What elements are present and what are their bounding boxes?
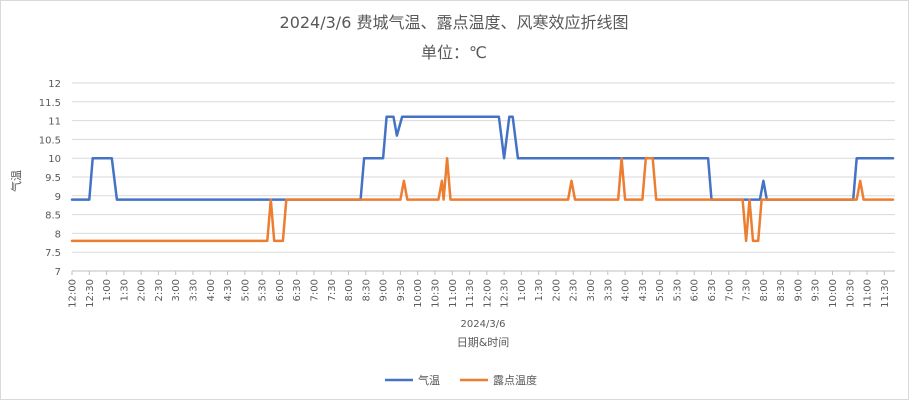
y-tick-label: 11 bbox=[48, 117, 61, 128]
y-tick-label: 10.5 bbox=[39, 135, 61, 146]
x-tick-label: 9:30 bbox=[811, 279, 822, 301]
x-tick-label: 12:30 bbox=[85, 279, 96, 308]
x-tick-label: 2:30 bbox=[154, 279, 165, 301]
series-lines bbox=[70, 115, 895, 243]
y-tick-label: 8.5 bbox=[45, 211, 61, 222]
x-tick-label: 5:30 bbox=[258, 279, 269, 301]
x-tick-label: 7:30 bbox=[742, 279, 753, 301]
x-tick-label: 1:00 bbox=[102, 279, 113, 301]
y-axis-label: 气温 bbox=[9, 170, 23, 192]
y-tick-label: 9 bbox=[55, 192, 61, 203]
x-tick-label: 10:00 bbox=[413, 279, 424, 308]
x-tick-label: 8:30 bbox=[361, 279, 372, 301]
x-tick-label: 7:00 bbox=[724, 279, 735, 301]
x-tick-label: 12:00 bbox=[68, 279, 79, 308]
x-tick-label: 4:00 bbox=[621, 279, 632, 301]
y-tick-label: 12 bbox=[48, 79, 61, 90]
x-tick-label: 6:30 bbox=[292, 279, 303, 301]
x-tick-label: 1:30 bbox=[534, 279, 545, 301]
x-tick-label: 4:30 bbox=[638, 279, 649, 301]
x-tick-label: 4:00 bbox=[206, 279, 217, 301]
x-tick-label: 11:30 bbox=[465, 279, 476, 308]
x-tick-label: 5:00 bbox=[655, 279, 666, 301]
y-tick-label: 7.5 bbox=[45, 248, 61, 259]
x-tick-label: 3:30 bbox=[603, 279, 614, 301]
x-tick-label: 9:00 bbox=[793, 279, 804, 301]
series-line-dew-point bbox=[70, 156, 895, 243]
x-tick-label: 4:30 bbox=[223, 279, 234, 301]
x-tick-label: 7:00 bbox=[309, 279, 320, 301]
y-tick-label: 11.5 bbox=[39, 98, 61, 109]
x-tick-label: 6:00 bbox=[690, 279, 701, 301]
x-tick-label: 11:30 bbox=[880, 279, 891, 308]
x-tick-label: 7:30 bbox=[327, 279, 338, 301]
x-tick-label: 11:00 bbox=[448, 279, 459, 308]
y-tick-label: 10 bbox=[48, 154, 61, 165]
y-tick-label: 9.5 bbox=[45, 173, 61, 184]
series-line-air-temp bbox=[70, 115, 895, 201]
y-axis-ticks: 7 7.5 8 8.5 9 9.5 10 10.5 11 11.5 12 bbox=[39, 79, 61, 278]
x-tick-label: 3:00 bbox=[171, 279, 182, 301]
x-tick-label: 8:30 bbox=[776, 279, 787, 301]
x-tick-label: 10:30 bbox=[845, 279, 856, 308]
x-tick-label: 8:00 bbox=[344, 279, 355, 301]
legend-item-label: 气温 bbox=[418, 373, 440, 387]
x-tick-label: 9:00 bbox=[379, 279, 390, 301]
x-tick-label: 11:00 bbox=[863, 279, 874, 308]
x-tick-label: 10:30 bbox=[430, 279, 441, 308]
x-tick-label: 1:00 bbox=[517, 279, 528, 301]
x-tick-label: 5:30 bbox=[672, 279, 683, 301]
x-tick-label: 1:30 bbox=[119, 279, 130, 301]
gridlines bbox=[72, 82, 895, 272]
legend-item-label: 露点温度 bbox=[493, 373, 537, 387]
x-tick-label: 10:00 bbox=[828, 279, 839, 308]
x-tick-label: 8:00 bbox=[759, 279, 770, 301]
x-date-label: 2024/3/6 bbox=[461, 319, 506, 330]
y-tick-label: 7 bbox=[55, 267, 61, 278]
x-tick-label: 12:30 bbox=[500, 279, 511, 308]
x-axis-label: 日期&时间 bbox=[457, 336, 510, 349]
x-tick-label: 2:30 bbox=[569, 279, 580, 301]
chart-title: 2024/3/6 费城气温、露点温度、风寒效应折线图 bbox=[280, 13, 629, 32]
x-tick-label: 3:00 bbox=[586, 279, 597, 301]
x-tick-label: 9:30 bbox=[396, 279, 407, 301]
chart-subtitle: 单位：℃ bbox=[421, 43, 487, 62]
y-tick-label: 8 bbox=[55, 229, 61, 240]
x-tick-label: 5:00 bbox=[240, 279, 251, 301]
x-tick-label: 6:30 bbox=[707, 279, 718, 301]
x-tick-label: 2:00 bbox=[137, 279, 148, 301]
legend: 气温 露点温度 bbox=[385, 373, 537, 387]
x-tick-label: 2:00 bbox=[551, 279, 562, 301]
x-tick-label: 6:00 bbox=[275, 279, 286, 301]
x-axis-ticks: 12:00 12:30 1:00 1:30 2:00 2:30 3:00 3:30 4:00 4:… bbox=[68, 271, 891, 308]
x-tick-label: 12:00 bbox=[482, 279, 493, 308]
x-tick-label: 3:30 bbox=[188, 279, 199, 301]
